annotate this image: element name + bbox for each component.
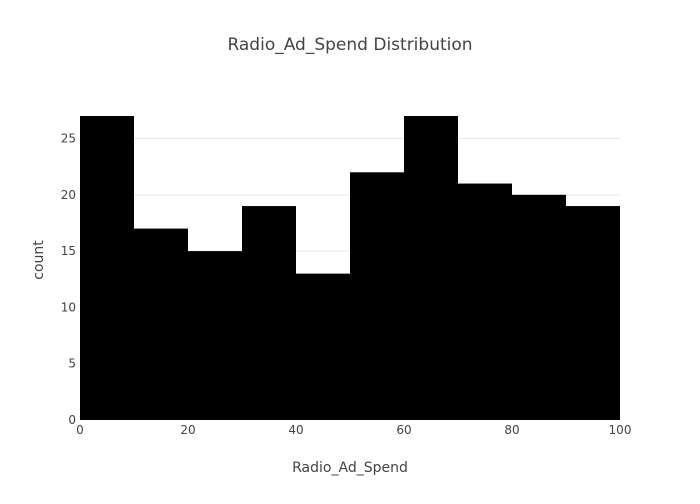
histogram-bar[interactable] [134,228,188,420]
x-tick-label: 40 [288,423,303,437]
y-tick-label: 25 [61,132,76,146]
histogram-bar[interactable] [512,194,566,420]
histogram-bars [80,116,620,420]
histogram-bar[interactable] [242,206,296,420]
y-axis-ticks: 0 5 10 15 20 25 [61,132,76,427]
histogram-bar[interactable] [458,183,512,420]
y-tick-label: 10 [61,300,76,314]
y-tick-label: 15 [61,244,76,258]
y-tick-label: 20 [61,188,76,202]
x-tick-label: 60 [396,423,411,437]
x-tick-label: 100 [609,423,632,437]
histogram-bar[interactable] [404,116,458,420]
y-axis-label: count [31,240,47,280]
x-tick-label: 20 [180,423,195,437]
histogram-bar[interactable] [566,206,620,420]
x-tick-label: 80 [504,423,519,437]
y-tick-label: 0 [68,413,76,427]
chart-title: Radio_Ad_Spend Distribution [227,35,472,55]
histogram-bar[interactable] [296,273,350,420]
histogram-bar[interactable] [188,251,242,420]
histogram-bar[interactable] [80,116,134,420]
x-axis-label: Radio_Ad_Spend [292,460,408,476]
y-tick-label: 5 [68,357,76,371]
histogram-bar[interactable] [350,172,404,420]
x-axis-ticks: 0 20 40 60 80 100 [76,423,631,437]
x-tick-label: 0 [76,423,84,437]
